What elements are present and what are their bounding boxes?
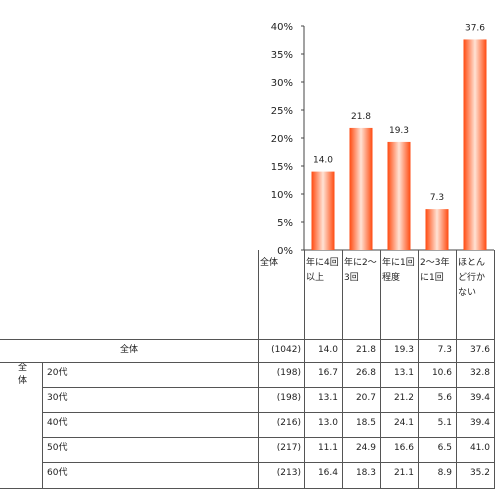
- table-cell: 37.6: [469, 345, 490, 355]
- table-cell: 21.8: [355, 345, 376, 355]
- bar: [387, 141, 411, 250]
- table-cell: 32.8: [469, 368, 490, 378]
- table-cell: 7.3: [437, 345, 452, 355]
- y-axis: 0% 5% 10% 15% 20% 25% 30% 35% 40%: [271, 22, 494, 257]
- y-tick-label: 40%: [271, 22, 293, 33]
- table-row-line: [42, 412, 495, 413]
- y-tick-label: 25%: [271, 106, 293, 117]
- table-cell: 13.1: [393, 368, 414, 378]
- table-cell: 18.5: [355, 418, 376, 428]
- bars: [311, 39, 487, 250]
- data-label: 14.0: [313, 156, 333, 166]
- bar: [311, 171, 335, 250]
- value-column-line: [456, 250, 457, 488]
- table-cell: 24.9: [355, 443, 376, 453]
- value-column-line: [304, 250, 305, 488]
- category-label: 年に4回 以上: [306, 258, 339, 283]
- row-label: 全体: [120, 345, 139, 355]
- category-label: 年に1回 程度: [382, 258, 415, 283]
- table-cell: 13.0: [317, 418, 338, 428]
- data-labels: 14.0 21.8 19.3 7.3 37.6: [313, 23, 485, 203]
- table-cell: 8.9: [437, 468, 452, 478]
- table-row-line: [42, 387, 495, 388]
- data-label: 21.8: [351, 112, 371, 122]
- row-count: (213): [276, 468, 301, 478]
- table-cell: 10.6: [431, 368, 452, 378]
- data-label: 7.3: [430, 193, 444, 203]
- y-tick-label: 20%: [271, 134, 293, 145]
- table-row-line: [42, 437, 495, 438]
- table-row-line: [42, 462, 495, 463]
- row-label: 20代: [47, 368, 68, 378]
- bar: [463, 39, 487, 250]
- table-cell: 26.8: [355, 368, 376, 378]
- category-label: 2〜3年 に1回: [420, 258, 450, 283]
- count-column-line: [258, 250, 259, 488]
- table-row-line: [0, 362, 495, 363]
- table-cell: 24.1: [393, 418, 414, 428]
- table-cell: 16.6: [393, 443, 414, 453]
- y-tick-label: 30%: [271, 78, 293, 89]
- table-cell: 18.3: [355, 468, 376, 478]
- table-cell: 5.6: [437, 393, 452, 403]
- table-bottom-line: [0, 488, 495, 489]
- table-cell: 35.2: [469, 468, 490, 478]
- table-cell: 11.1: [317, 443, 338, 453]
- table-cell: 21.1: [393, 468, 414, 478]
- table-header-label: 全体: [260, 258, 279, 268]
- table-cell: 13.1: [317, 393, 338, 403]
- table-cell: 19.3: [393, 345, 414, 355]
- y-tick-label: 35%: [271, 50, 293, 61]
- data-label: 19.3: [389, 126, 409, 136]
- table-cell: 14.0: [317, 345, 338, 355]
- y-tick-label: 5%: [277, 218, 293, 229]
- table-cell: 5.1: [437, 418, 452, 428]
- bar: [425, 209, 449, 250]
- table-top-line: [0, 339, 495, 340]
- row-label: 50代: [47, 443, 68, 453]
- value-column-line: [342, 250, 343, 488]
- table-cell: 16.7: [317, 368, 338, 378]
- row-count: (216): [276, 418, 301, 428]
- row-label: 60代: [47, 468, 68, 478]
- group-column-line: [42, 362, 43, 488]
- table-cell: 39.4: [469, 393, 490, 403]
- bar: [349, 127, 373, 250]
- table-cell: 39.4: [469, 418, 490, 428]
- table-cell: 6.5: [437, 443, 452, 453]
- row-label: 30代: [47, 393, 68, 403]
- value-column-line: [418, 250, 419, 488]
- y-tick-label: 10%: [271, 190, 293, 201]
- data-label: 37.6: [465, 23, 485, 33]
- value-column-line: [380, 250, 381, 488]
- y-tick-label: 0%: [277, 246, 293, 257]
- category-label: 年に2〜 3回: [344, 258, 377, 283]
- row-count: (1042): [271, 345, 301, 355]
- category-label: ほとん ど行か ない: [458, 258, 486, 298]
- row-count: (217): [276, 443, 301, 453]
- table-cell: 16.4: [317, 468, 338, 478]
- bar-chart: 0% 5% 10% 15% 20% 25% 30% 35% 40% 14.0 21.8 19.3 7.…: [271, 22, 494, 257]
- row-count: (198): [276, 393, 301, 403]
- row-label: 40代: [47, 418, 68, 428]
- table-cell: 21.2: [393, 393, 414, 403]
- table-cell: 41.0: [469, 443, 490, 453]
- table-cell: 20.7: [355, 393, 376, 403]
- table-group-label: 全 体: [18, 363, 28, 386]
- y-tick-label: 15%: [271, 162, 293, 173]
- row-count: (198): [276, 368, 301, 378]
